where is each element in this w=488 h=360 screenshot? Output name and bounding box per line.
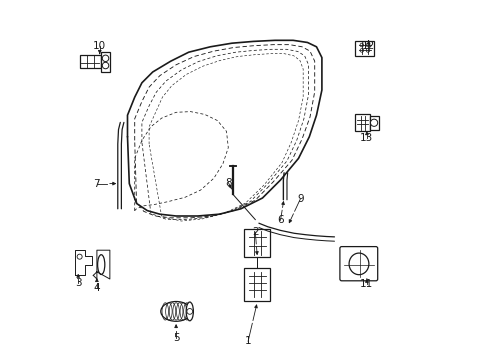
Bar bbox=[355, 114, 369, 131]
Bar bbox=[244, 229, 270, 257]
Text: 10: 10 bbox=[93, 41, 106, 51]
Circle shape bbox=[359, 43, 363, 47]
Bar bbox=[369, 116, 378, 130]
Text: 11: 11 bbox=[360, 279, 373, 289]
Text: 13: 13 bbox=[360, 132, 373, 143]
Ellipse shape bbox=[348, 253, 368, 275]
Circle shape bbox=[186, 309, 192, 314]
Text: 8: 8 bbox=[224, 177, 231, 188]
Bar bbox=[355, 41, 373, 56]
Bar bbox=[244, 268, 270, 301]
Text: 5: 5 bbox=[172, 333, 179, 343]
Ellipse shape bbox=[161, 302, 191, 321]
Circle shape bbox=[366, 49, 369, 52]
Text: 4: 4 bbox=[93, 283, 100, 293]
FancyBboxPatch shape bbox=[339, 247, 377, 281]
Circle shape bbox=[102, 62, 108, 69]
Bar bbox=[80, 55, 101, 68]
Circle shape bbox=[366, 43, 369, 47]
Text: 9: 9 bbox=[296, 194, 303, 204]
Ellipse shape bbox=[186, 302, 193, 321]
Circle shape bbox=[359, 49, 363, 52]
Circle shape bbox=[102, 55, 108, 62]
Text: 12: 12 bbox=[361, 41, 375, 51]
Text: 7: 7 bbox=[93, 179, 100, 189]
Bar bbox=[101, 52, 110, 72]
Text: 1: 1 bbox=[244, 336, 251, 346]
Text: 6: 6 bbox=[277, 215, 283, 225]
Circle shape bbox=[77, 254, 82, 259]
Text: 2: 2 bbox=[251, 227, 258, 237]
Text: 3: 3 bbox=[75, 278, 81, 288]
Circle shape bbox=[370, 119, 377, 126]
Ellipse shape bbox=[98, 255, 104, 274]
